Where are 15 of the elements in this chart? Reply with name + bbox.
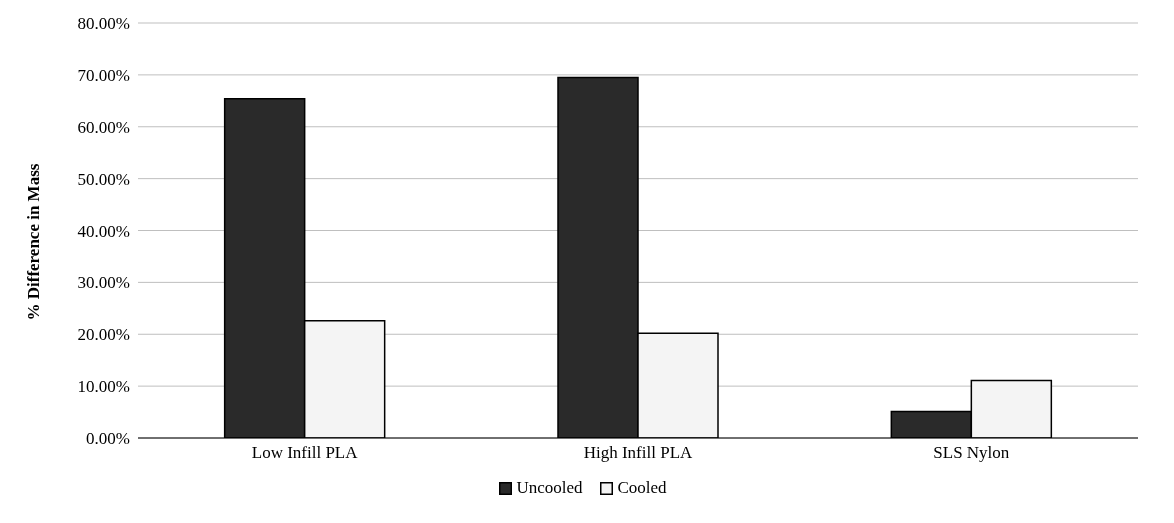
legend-label: Uncooled <box>516 478 583 498</box>
y-tick-label: 40.00% <box>77 221 130 241</box>
x-tick-label: Low Infill PLA <box>251 443 359 463</box>
y-tick-label: 70.00% <box>77 65 130 85</box>
y-tick-label: 20.00% <box>77 325 130 345</box>
y-tick-label: 80.00% <box>77 14 130 34</box>
y-tick-label: 60.00% <box>77 117 130 137</box>
y-tick-label: 10.00% <box>77 377 130 397</box>
legend-label: Cooled <box>617 478 667 498</box>
y-axis-title: % Difference in Mass <box>24 163 44 321</box>
y-tick-label: 30.00% <box>77 273 130 293</box>
y-tick-label: 0.00% <box>86 429 130 449</box>
x-tick-label: High Infill PLA <box>583 443 694 463</box>
y-tick-label: 50.00% <box>77 169 130 189</box>
x-tick-label: SLS Nylon <box>933 443 1010 463</box>
